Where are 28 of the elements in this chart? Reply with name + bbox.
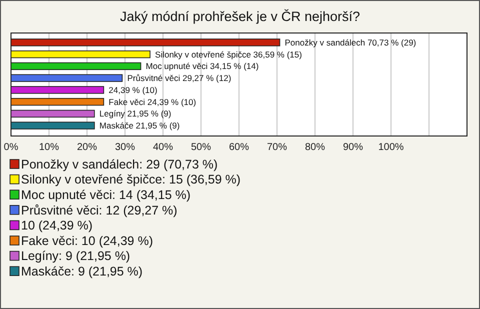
x-tick-label: 60%: [228, 142, 250, 154]
text: Legíny: 9 (21,95 %): [21, 249, 130, 264]
category-label: Maskáče 21,95 % (9): [99, 120, 180, 131]
x-tick-label: 40%: [152, 142, 174, 154]
x-tick-label: 50%: [190, 142, 212, 154]
category-label: Silonky v otevřené špičce 36,59 % (15): [155, 49, 302, 60]
text: Silonky v otevřené špičce: 15 (36,59 %): [21, 172, 241, 187]
category-label: Průsvitné věci 29,27 % (12): [127, 73, 232, 84]
x-tick-label: 70%: [266, 142, 288, 154]
category-label: Moc upnuté věci 34,15 % (14): [146, 61, 259, 72]
text: Maskáče: 9 (21,95 %): [21, 264, 143, 278]
text: Průsvitné věci: 12 (29,27 %): [21, 203, 178, 218]
category-label: Legíny 21,95 % (9): [99, 108, 172, 119]
text: Moc upnuté věci: 14 (34,15 %): [21, 188, 191, 202]
x-tick-label: 10%: [38, 142, 60, 154]
text: Ponožky v sandálech: 29 (70,73 %): [21, 157, 218, 172]
text: 10 (24,39 %): [21, 218, 93, 233]
x-tick-label: 80%: [304, 142, 326, 154]
x-tick-label: 20%: [76, 142, 98, 154]
x-tick-label: 0%: [4, 142, 18, 154]
x-tick-label: 30%: [114, 142, 136, 154]
category-label: Fake věci 24,39 % (10): [108, 96, 196, 107]
x-tick-label: 100%: [378, 142, 404, 154]
data-label: 24,39 % (10): [108, 84, 158, 95]
x-tick-label: 90%: [342, 142, 364, 154]
chart-title: Jaký módní prohřešek je v ČR nejhorší?: [120, 9, 360, 24]
category-label: Ponožky v sandálech 70,73 % (29): [284, 37, 416, 48]
text: Fake věci: 10 (24,39 %): [21, 234, 154, 248]
